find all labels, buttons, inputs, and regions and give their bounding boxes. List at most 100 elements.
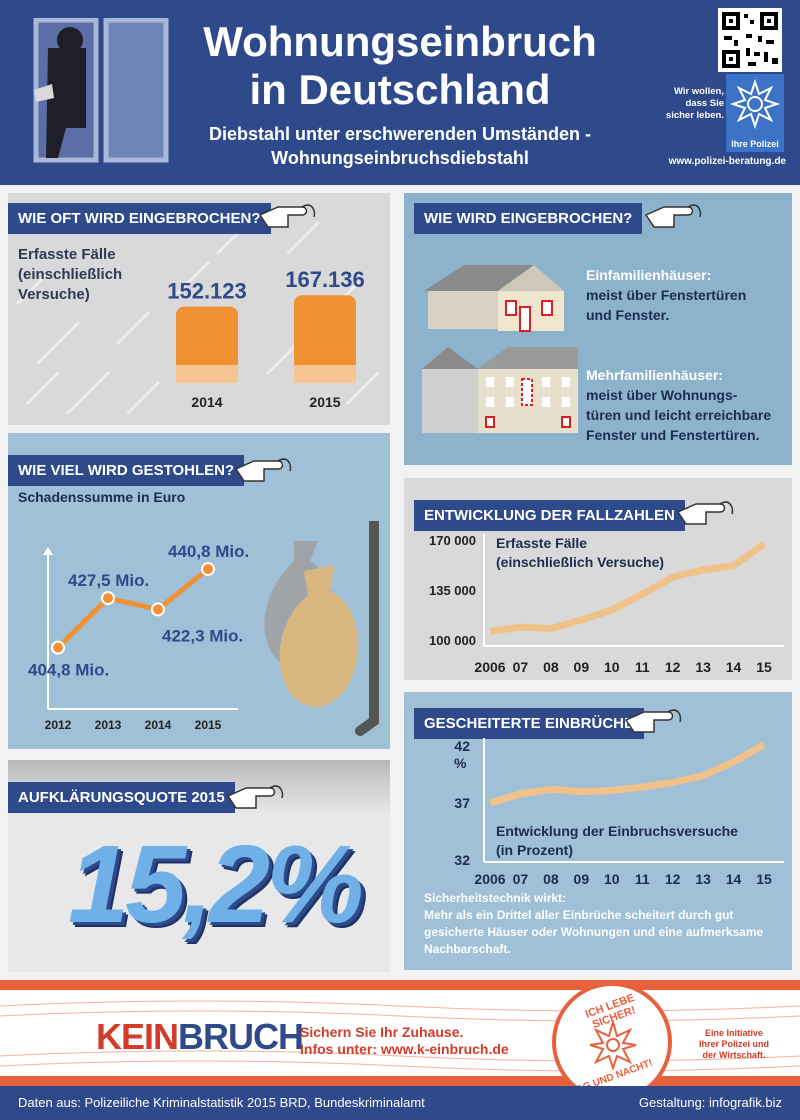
subtitle-line-2: Wohnungseinbruchsdiebstahl <box>271 148 529 168</box>
page-title: Wohnungseinbruch in Deutschland <box>150 18 650 114</box>
gloved-hand-icon <box>258 204 316 228</box>
failed-x-tick: 14 <box>726 871 742 887</box>
multi-family-line-3: Fenster und Fenstertüren. <box>586 427 760 443</box>
header: Wohnungseinbruch in Deutschland Diebstah… <box>0 0 800 185</box>
qr-code-icon[interactable] <box>718 8 782 72</box>
security-note-line-3: Nachbarschaft. <box>424 942 511 956</box>
clearance-heading: AUFKLÄRUNGSQUOTE 2015 <box>8 782 235 813</box>
single-family-house-icon <box>424 265 564 332</box>
security-note-line-1: Mehr als ein Drittel aller Einbrüche sch… <box>424 908 734 922</box>
single-family-line-2: und Fenster. <box>586 307 670 323</box>
failed-x-tick: 15 <box>756 871 772 887</box>
badge-line-1: Wir wollen, <box>673 86 724 97</box>
gloved-hand-icon <box>226 785 284 809</box>
security-note-title: Sicherheitstechnik wirkt: <box>424 891 567 905</box>
footer-source: Daten aus: Polizeiliche Kriminalstatisti… <box>18 1095 425 1110</box>
k-einbruch-logo: KEINBRUCH <box>96 1016 304 1058</box>
stolen-line-chart: 404,8 Mio. 2012 427,5 Mio. 2013 422,3 Mio. 20… <box>28 542 249 732</box>
failed-x-tick: 11 <box>635 871 650 887</box>
safety-stamp: ICH LEBE SICHER! TAG UND NACHT! <box>552 982 672 1102</box>
cases-bar-chart: 152.123 2014 167.136 2015 <box>167 267 365 410</box>
cases-label-line-2: (einschließlich <box>18 266 123 283</box>
stolen-point <box>151 602 165 617</box>
trend-x-tick: 11 <box>635 659 650 675</box>
cases-label-line-1: Erfasste Fälle <box>18 246 116 263</box>
failed-y-unit: % <box>454 755 467 771</box>
police-url-link[interactable]: www.polizei-beratung.de <box>668 156 786 167</box>
stolen-label: Schadenssumme in Euro <box>18 489 186 505</box>
cases-value-label: 152.123 <box>167 279 247 304</box>
failed-y-tick: 42 <box>454 738 470 754</box>
failed-y-tick: 32 <box>454 852 470 868</box>
title-line-1: Wohnungseinbruch <box>203 18 597 65</box>
stamp-star-icon <box>589 1020 637 1070</box>
logo-bruch: BRUCH <box>178 1016 304 1057</box>
failed-x-tick: 10 <box>604 871 620 887</box>
subtitle-line-1: Diebstahl unter erschwerenden Umständen … <box>208 124 592 144</box>
gloved-hand-icon <box>234 458 292 482</box>
stolen-value-label: 427,5 Mio. <box>68 571 149 590</box>
badge-line-2: dass Sie <box>685 98 724 109</box>
trend-x-tick: 12 <box>665 659 681 675</box>
trend-x-tick: 13 <box>695 659 711 675</box>
failed-series-line <box>488 741 766 807</box>
stolen-x-tick: 2014 <box>145 718 172 732</box>
cases-heading: WIE OFT WIRD EINGEBROCHEN? <box>8 203 271 234</box>
single-family-title: Einfamilienhäuser: <box>586 267 712 283</box>
trend-label: Erfasste Fälle (einschließlich Versuche) <box>496 534 664 572</box>
failed-x-tick: 2006 <box>474 871 505 887</box>
single-family-text: Einfamilienhäuser: meist über Fenstertür… <box>586 265 746 325</box>
stolen-x-tick: 2013 <box>95 718 122 732</box>
badge-org-label: Ihre Polizei <box>731 139 779 149</box>
trend-y-tick: 135 000 <box>429 583 476 598</box>
single-family-line-1: meist über Fenstertüren <box>586 287 747 303</box>
failed-x-tick: 07 <box>513 871 529 887</box>
stolen-point <box>201 562 215 577</box>
trend-y-tick: 100 000 <box>429 633 476 648</box>
trend-x-tick: 10 <box>604 659 620 675</box>
multi-family-line-1: meist über Wohnungs- <box>586 387 738 403</box>
initiative-line-3: der Wirtschaft. <box>702 1050 766 1060</box>
footer-credit: Gestaltung: infografik.biz <box>638 1095 782 1110</box>
how-panel: WIE WIRD EINGEBROCHEN? Einfamilienhäuser… <box>404 193 792 465</box>
trend-series-line <box>489 541 767 635</box>
cases-label: Erfasste Fälle (einschließlich Versuche) <box>18 245 122 305</box>
stolen-series-line <box>56 567 210 650</box>
crowbar-pattern <box>16 221 380 415</box>
stolen-x-tick: 2015 <box>195 718 222 732</box>
initiative-line-2: Ihrer Polizei und <box>698 1039 769 1049</box>
failed-label-line-1: Entwicklung der Einbruchsversuche <box>496 823 738 839</box>
banner-link[interactable]: Infos unter: www.k-einbruch.de <box>300 1041 509 1057</box>
trend-panel: ENTWICKLUNG DER FALLZAHLEN Erfasste Fäll… <box>404 478 792 680</box>
failed-x-tick: 08 <box>543 871 559 887</box>
logo-ein: EIN <box>121 1016 179 1057</box>
logo-letter-k: K <box>96 1016 122 1057</box>
stolen-heading: WIE VIEL WIRD GESTOHLEN? <box>8 455 245 486</box>
failed-heading: GESCHEITERTE EINBRÜCHE <box>414 708 645 739</box>
k-einbruch-banner: KEINBRUCH Sichern Sie Ihr Zuhause. Infos… <box>0 980 800 1102</box>
trend-x-tick: 09 <box>574 659 590 675</box>
footer: Daten aus: Polizeiliche Kriminalstatisti… <box>0 1086 800 1120</box>
burglar-window-illustration <box>28 17 178 168</box>
banner-line-1: Sichern Sie Ihr Zuhause. <box>300 1024 464 1040</box>
failed-label-line-2: (in Prozent) <box>496 842 573 858</box>
clearance-panel: AUFKLÄRUNGSQUOTE 2015 15,2% <box>8 760 390 972</box>
trend-line-chart: 170 000 135 000 100 000 2006 07 08 09 10 11 12 13 1… <box>429 533 784 675</box>
stolen-point <box>51 640 65 655</box>
security-note-line-2: gesicherte Häuser oder Wohnungen und ein… <box>424 925 764 939</box>
police-star-logo: Ihre Polizei <box>726 74 784 152</box>
cases-bar-shine-2015 <box>294 365 356 383</box>
cases-bar-2014 <box>176 306 238 383</box>
trend-x-tick: 08 <box>543 659 559 675</box>
failed-x-tick: 12 <box>665 871 681 887</box>
trend-x-tick: 2006 <box>474 659 505 675</box>
clearance-rate-value: 15,2% <box>68 823 364 946</box>
badge-line-3: sicher leben. <box>665 110 724 121</box>
cases-value-label: 167.136 <box>285 267 365 292</box>
title-line-2: in Deutschland <box>249 66 551 113</box>
trend-x-tick: 07 <box>513 659 529 675</box>
money-bags-crowbar-illustration <box>264 521 379 736</box>
stolen-y-arrow <box>43 547 53 555</box>
failed-panel: GESCHEITERTE EINBRÜCHE 42 37 32% 2006 07 08 09… <box>404 692 792 970</box>
trend-heading: ENTWICKLUNG DER FALLZAHLEN <box>414 500 685 531</box>
